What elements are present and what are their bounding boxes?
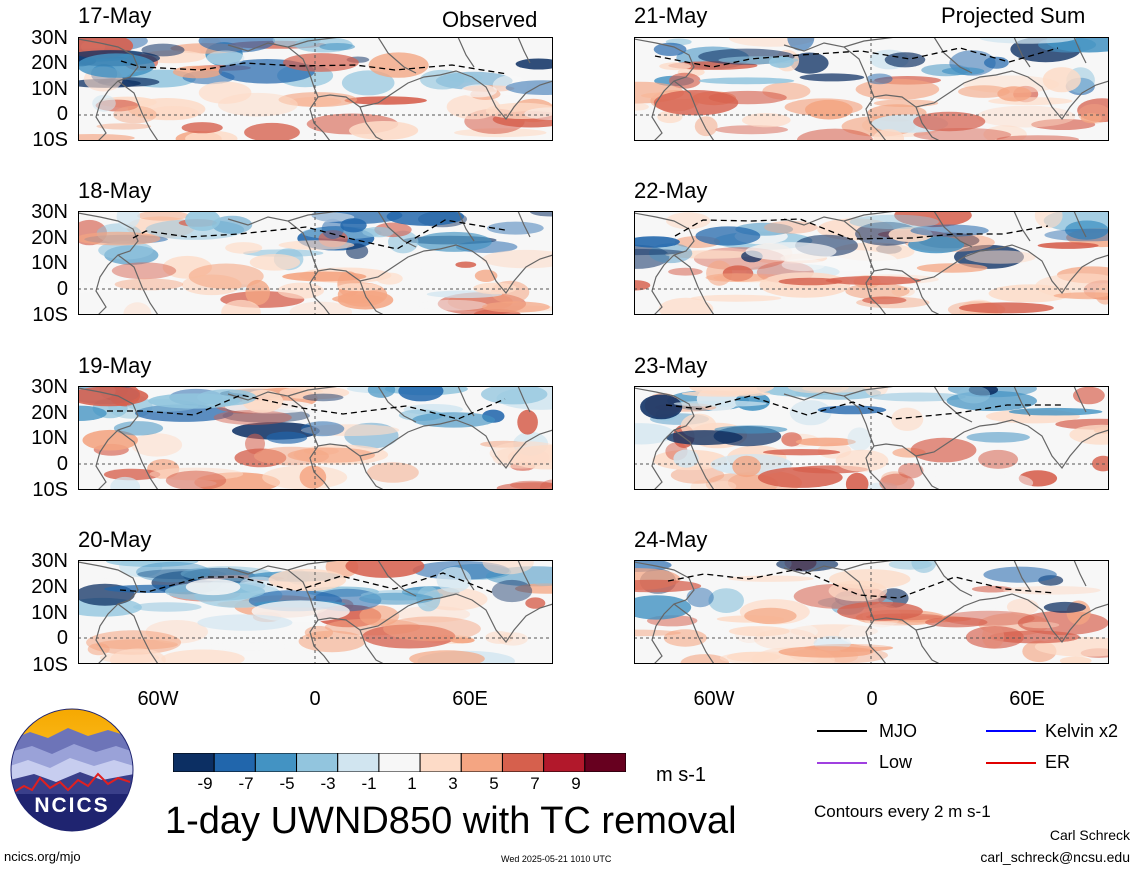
wind-anomaly-map xyxy=(634,560,1109,664)
lat-label: 10N xyxy=(31,78,68,100)
lat-label: 20N xyxy=(31,227,68,249)
panel-date-observed-3: 19-May xyxy=(78,353,152,378)
colorbar-label: -9 xyxy=(197,774,213,793)
colorbar-box xyxy=(501,752,545,773)
map-panel-observed-2 xyxy=(78,211,553,315)
footer-email: carl_schreck@ncsu.edu xyxy=(980,849,1130,865)
colorbar-label: 3 xyxy=(448,774,458,793)
ncics-logo: NCICS xyxy=(10,708,134,832)
lat-label: 0 xyxy=(56,103,68,125)
ncics-logo-text: NCICS xyxy=(34,794,109,817)
map-panel-projected-2 xyxy=(634,211,1109,315)
footer-timestamp: Wed 2025-05-21 1010 UTC xyxy=(501,854,612,864)
lon-label-projected: 60W xyxy=(693,688,735,710)
contour-note: Contours every 2 m s-1 xyxy=(814,802,991,821)
colorbar-box xyxy=(254,752,298,773)
panel-date-observed-1: 17-May xyxy=(78,3,152,28)
lat-label: 20N xyxy=(31,52,68,74)
lon-label-observed: 0 xyxy=(309,688,321,710)
panel-date-projected-1: 21-May xyxy=(634,3,708,28)
colorbar-box xyxy=(337,752,380,773)
colorbar-label: 7 xyxy=(530,774,540,793)
map-panel-observed-4 xyxy=(78,560,553,664)
colorbar-box xyxy=(296,752,339,773)
observed-title: Observed xyxy=(442,7,538,32)
lat-label: 10N xyxy=(31,427,68,449)
lat-label: 10S xyxy=(32,304,68,326)
panel-date-projected-3: 23-May xyxy=(634,353,708,378)
wind-anomaly-map xyxy=(78,386,553,490)
legend-label-er: ER xyxy=(1045,752,1071,772)
wind-anomaly-map xyxy=(634,211,1109,315)
colorbar-box xyxy=(460,752,503,773)
colorbar-label: 9 xyxy=(571,774,581,793)
lat-label: 0 xyxy=(56,627,68,649)
colorbar-box xyxy=(543,752,586,773)
lat-label: 10S xyxy=(32,129,68,151)
lon-label-projected: 60E xyxy=(1009,688,1045,710)
footer-author: Carl Schreck xyxy=(1049,827,1130,843)
lat-label: 0 xyxy=(56,453,68,475)
lat-label: 10N xyxy=(31,602,68,624)
main-title: 1-day UWND850 with TC removal xyxy=(165,800,737,842)
panel-date-observed-2: 18-May xyxy=(78,178,152,203)
colorbar-label: 5 xyxy=(489,774,499,793)
lat-label: 30N xyxy=(31,201,68,223)
legend-line-kelvin xyxy=(986,730,1036,732)
lon-label-projected: 0 xyxy=(866,688,878,710)
map-panel-projected-3 xyxy=(634,386,1109,490)
footer-url: ncics.org/mjo xyxy=(4,849,81,864)
lat-label: 20N xyxy=(31,402,68,424)
wind-anomaly-map xyxy=(634,37,1109,141)
colorbar-label: -1 xyxy=(361,774,377,793)
panel-date-projected-2: 22-May xyxy=(634,178,708,203)
lat-label: 20N xyxy=(31,576,68,598)
wind-anomaly-map xyxy=(78,211,553,315)
lat-label: 30N xyxy=(31,27,68,49)
lat-label: 10S xyxy=(32,479,68,501)
wind-anomaly-map xyxy=(634,386,1109,490)
map-panel-projected-4 xyxy=(634,560,1109,664)
legend-label-kelvin: Kelvin x2 xyxy=(1045,721,1119,741)
colorbar-box xyxy=(213,752,256,773)
legend-label-mjo: MJO xyxy=(879,721,917,741)
colorbar-box xyxy=(378,752,421,773)
projected-title: Projected Sum xyxy=(941,3,1086,28)
wind-anomaly-map xyxy=(78,560,553,664)
map-panel-projected-1 xyxy=(634,37,1109,141)
colorbar-box xyxy=(584,752,627,773)
lat-label: 30N xyxy=(31,376,68,398)
wind-anomaly-map xyxy=(78,37,553,141)
lat-label: 10S xyxy=(32,654,68,676)
map-panel-observed-3 xyxy=(78,386,553,490)
lat-label: 30N xyxy=(31,550,68,572)
lon-label-observed: 60E xyxy=(452,688,488,710)
colorbar-label: -5 xyxy=(279,774,295,793)
colorbar-box xyxy=(172,752,215,773)
lon-label-observed: 60W xyxy=(137,688,179,710)
map-panel-observed-1 xyxy=(78,37,553,141)
lat-label: 10N xyxy=(31,252,68,274)
colorbar xyxy=(172,752,627,773)
legend-line-mjo xyxy=(817,730,867,732)
panel-date-projected-4: 24-May xyxy=(634,527,708,552)
colorbar-label: 1 xyxy=(407,774,417,793)
colorbar-units: m s-1 xyxy=(656,764,706,786)
colorbar-label: -7 xyxy=(238,774,254,793)
lat-label: 0 xyxy=(56,278,68,300)
colorbar-box xyxy=(419,752,462,773)
panel-date-observed-4: 20-May xyxy=(78,527,152,552)
colorbar-label: -3 xyxy=(320,774,336,793)
legend-line-er xyxy=(986,762,1036,764)
legend-label-low: Low xyxy=(879,752,913,772)
legend-line-low xyxy=(817,762,867,764)
